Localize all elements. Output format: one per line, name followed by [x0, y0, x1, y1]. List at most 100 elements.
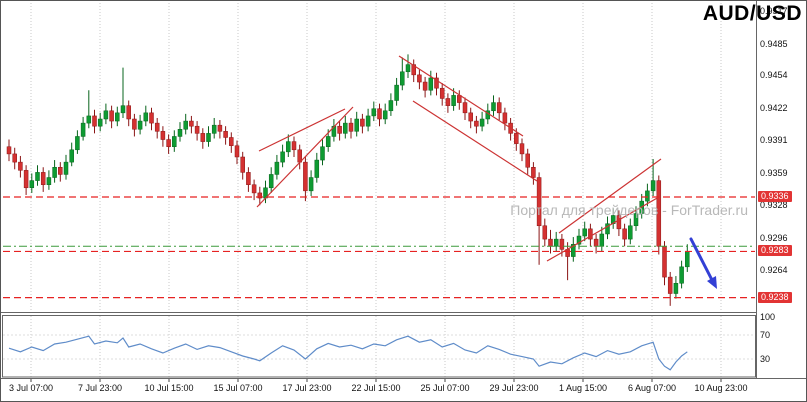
candle-body — [417, 74, 422, 83]
candle-body — [559, 238, 565, 250]
candle-body — [348, 122, 354, 132]
candle-body — [211, 124, 217, 134]
candle-body — [479, 118, 485, 127]
trendline[interactable] — [398, 55, 524, 137]
candle-body — [360, 118, 365, 127]
price-axis-label: 0.9517 — [760, 5, 788, 16]
candle-body — [251, 184, 257, 194]
candle-body — [189, 120, 194, 127]
price-axis-label: 0.9264 — [760, 265, 788, 276]
time-axis-label: 17 Jul 23:00 — [282, 383, 332, 393]
price-axis-label: 0.9296 — [760, 232, 788, 243]
price-axis-label: 0.9391 — [760, 135, 788, 146]
candle-body — [400, 71, 405, 86]
candle-body — [103, 110, 109, 120]
candle-body — [588, 228, 593, 240]
candle-body — [6, 146, 12, 155]
candle-body — [200, 133, 206, 142]
candle-body — [667, 276, 673, 294]
candle-body — [75, 136, 80, 151]
time-axis-label: 25 Jul 07:00 — [420, 383, 470, 393]
candle-body — [160, 131, 166, 140]
candle-body — [582, 228, 587, 237]
trendline[interactable] — [258, 108, 346, 152]
candle-body — [86, 115, 92, 124]
candle-body — [206, 133, 211, 142]
candle-body — [35, 172, 40, 181]
candle-body — [553, 238, 559, 247]
candle-body — [246, 172, 251, 185]
arrow-annotation[interactable] — [689, 237, 714, 282]
candle-body — [411, 64, 416, 76]
candle-body — [605, 223, 610, 235]
candle-body — [650, 180, 656, 192]
candle-body — [645, 190, 650, 202]
candle-body — [217, 124, 223, 132]
candle-body — [69, 149, 74, 163]
candle-body — [46, 177, 52, 185]
candle-body — [337, 125, 342, 134]
candle-body — [177, 129, 183, 137]
candle-body — [525, 153, 530, 168]
price-axis-label: 0.9328 — [760, 199, 788, 210]
candle-body — [422, 81, 428, 91]
candle-body — [132, 118, 137, 130]
time-axis-label: 6 Aug 07:00 — [627, 383, 677, 393]
price-axis-label: 0.9422 — [760, 103, 788, 114]
symbol-title: AUD/USD — [702, 2, 802, 25]
candle-body — [120, 105, 126, 114]
time-axis[interactable]: 3 Jul 07:00 7 Jul 23:00 10 Jul 15:00 15 Jul… — [1, 380, 806, 401]
oscillator-line — [8, 335, 688, 371]
time-axis-label: 3 Jul 07:00 — [8, 383, 54, 393]
candle-body — [405, 64, 411, 73]
candle-body — [439, 87, 445, 99]
candle-body — [291, 141, 297, 151]
watermark: Портал для трейдеров - ForTrader.ru — [510, 202, 748, 218]
time-axis-label: 15 Jul 07:00 — [213, 383, 263, 393]
candle-body — [462, 102, 468, 114]
candle-body — [325, 136, 331, 147]
candle-body — [514, 133, 519, 144]
candle-body — [149, 112, 154, 124]
candle-body — [445, 98, 451, 106]
candle-body — [656, 180, 662, 247]
trendline[interactable] — [256, 106, 354, 208]
candle-body — [434, 77, 439, 89]
candle-body — [685, 251, 690, 268]
oscillator-panel-border — [2, 315, 756, 378]
candle-body — [12, 153, 17, 163]
candle-body — [286, 141, 291, 153]
candle-body — [628, 225, 633, 240]
arrow-annotation-head[interactable] — [707, 276, 717, 289]
candle-body — [599, 233, 605, 247]
candle-body — [58, 167, 63, 175]
candle-body — [303, 161, 308, 192]
price-axis[interactable]: 0.9517 0.9485 0.9454 0.9422 0.9391 0.9359 0.93… — [757, 1, 806, 378]
oscillator-axis-label: 100 — [760, 312, 776, 322]
time-axis-label: 29 Jul 23:00 — [489, 383, 539, 393]
candle-body — [593, 238, 599, 247]
candle-body — [29, 180, 35, 189]
candle-body — [257, 192, 263, 199]
candle-body — [388, 100, 394, 112]
candle-body — [633, 213, 639, 227]
price-level-badge: 0.9336 — [758, 191, 792, 203]
candle-body — [382, 110, 388, 120]
candle-body — [428, 77, 434, 91]
candle-body — [474, 120, 479, 127]
candle-body — [365, 115, 371, 127]
candle-body — [18, 161, 23, 171]
trendline[interactable] — [412, 100, 538, 182]
time-axis-label: 10 Aug 23:00 — [694, 383, 748, 393]
trendline[interactable] — [558, 158, 662, 234]
candle-body — [280, 151, 285, 163]
candle-body — [97, 118, 103, 127]
candle-body — [137, 120, 143, 130]
candle-body — [571, 243, 576, 257]
candle-body — [223, 131, 228, 138]
trendline[interactable] — [546, 196, 660, 262]
candle-body — [52, 167, 57, 178]
candle-body — [616, 215, 622, 230]
